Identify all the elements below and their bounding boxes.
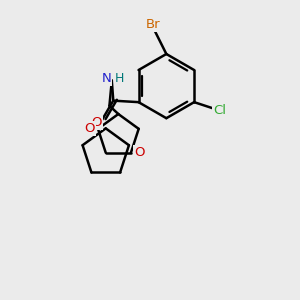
Text: O: O (134, 146, 145, 159)
Text: Br: Br (146, 18, 160, 31)
Text: O: O (92, 116, 102, 129)
Text: Cl: Cl (214, 104, 226, 117)
Text: N: N (102, 72, 111, 85)
Text: O: O (84, 122, 95, 135)
Text: H: H (115, 72, 124, 85)
